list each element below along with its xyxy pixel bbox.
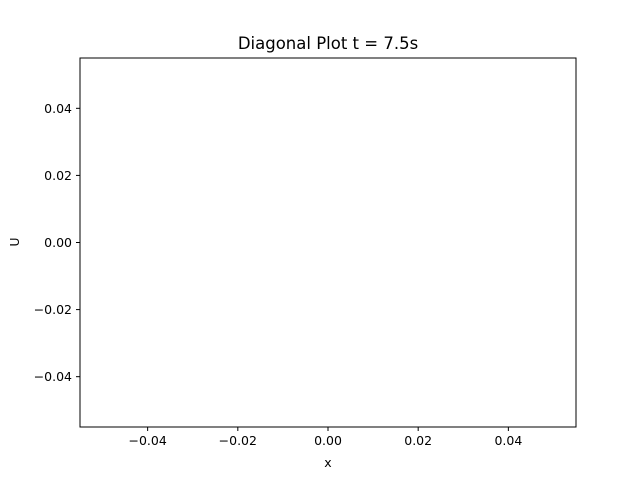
axes-frame [79,57,577,428]
y-axis-label: U [7,237,22,246]
y-axis-ticks: −0.04 −0.02 0.00 0.02 0.04 [34,101,80,384]
y-tick-label: 0.02 [44,168,72,183]
y-tick-label: 0.00 [44,235,72,250]
x-tick-label: 0.02 [404,433,432,448]
x-tick-label: −0.04 [128,433,166,448]
y-tick-label: 0.04 [44,101,72,116]
x-axis-ticks: −0.04 −0.02 0.00 0.02 0.04 [128,427,522,448]
x-tick-label: 0.04 [494,433,522,448]
y-tick-label: −0.04 [34,369,72,384]
x-axis-label: x [324,455,331,470]
x-tick-label: −0.02 [219,433,257,448]
x-tick-label: 0.00 [314,433,342,448]
plot-area [79,57,577,428]
chart-title: Diagonal Plot t = 7.5s [238,34,418,53]
y-tick-label: −0.02 [34,302,72,317]
